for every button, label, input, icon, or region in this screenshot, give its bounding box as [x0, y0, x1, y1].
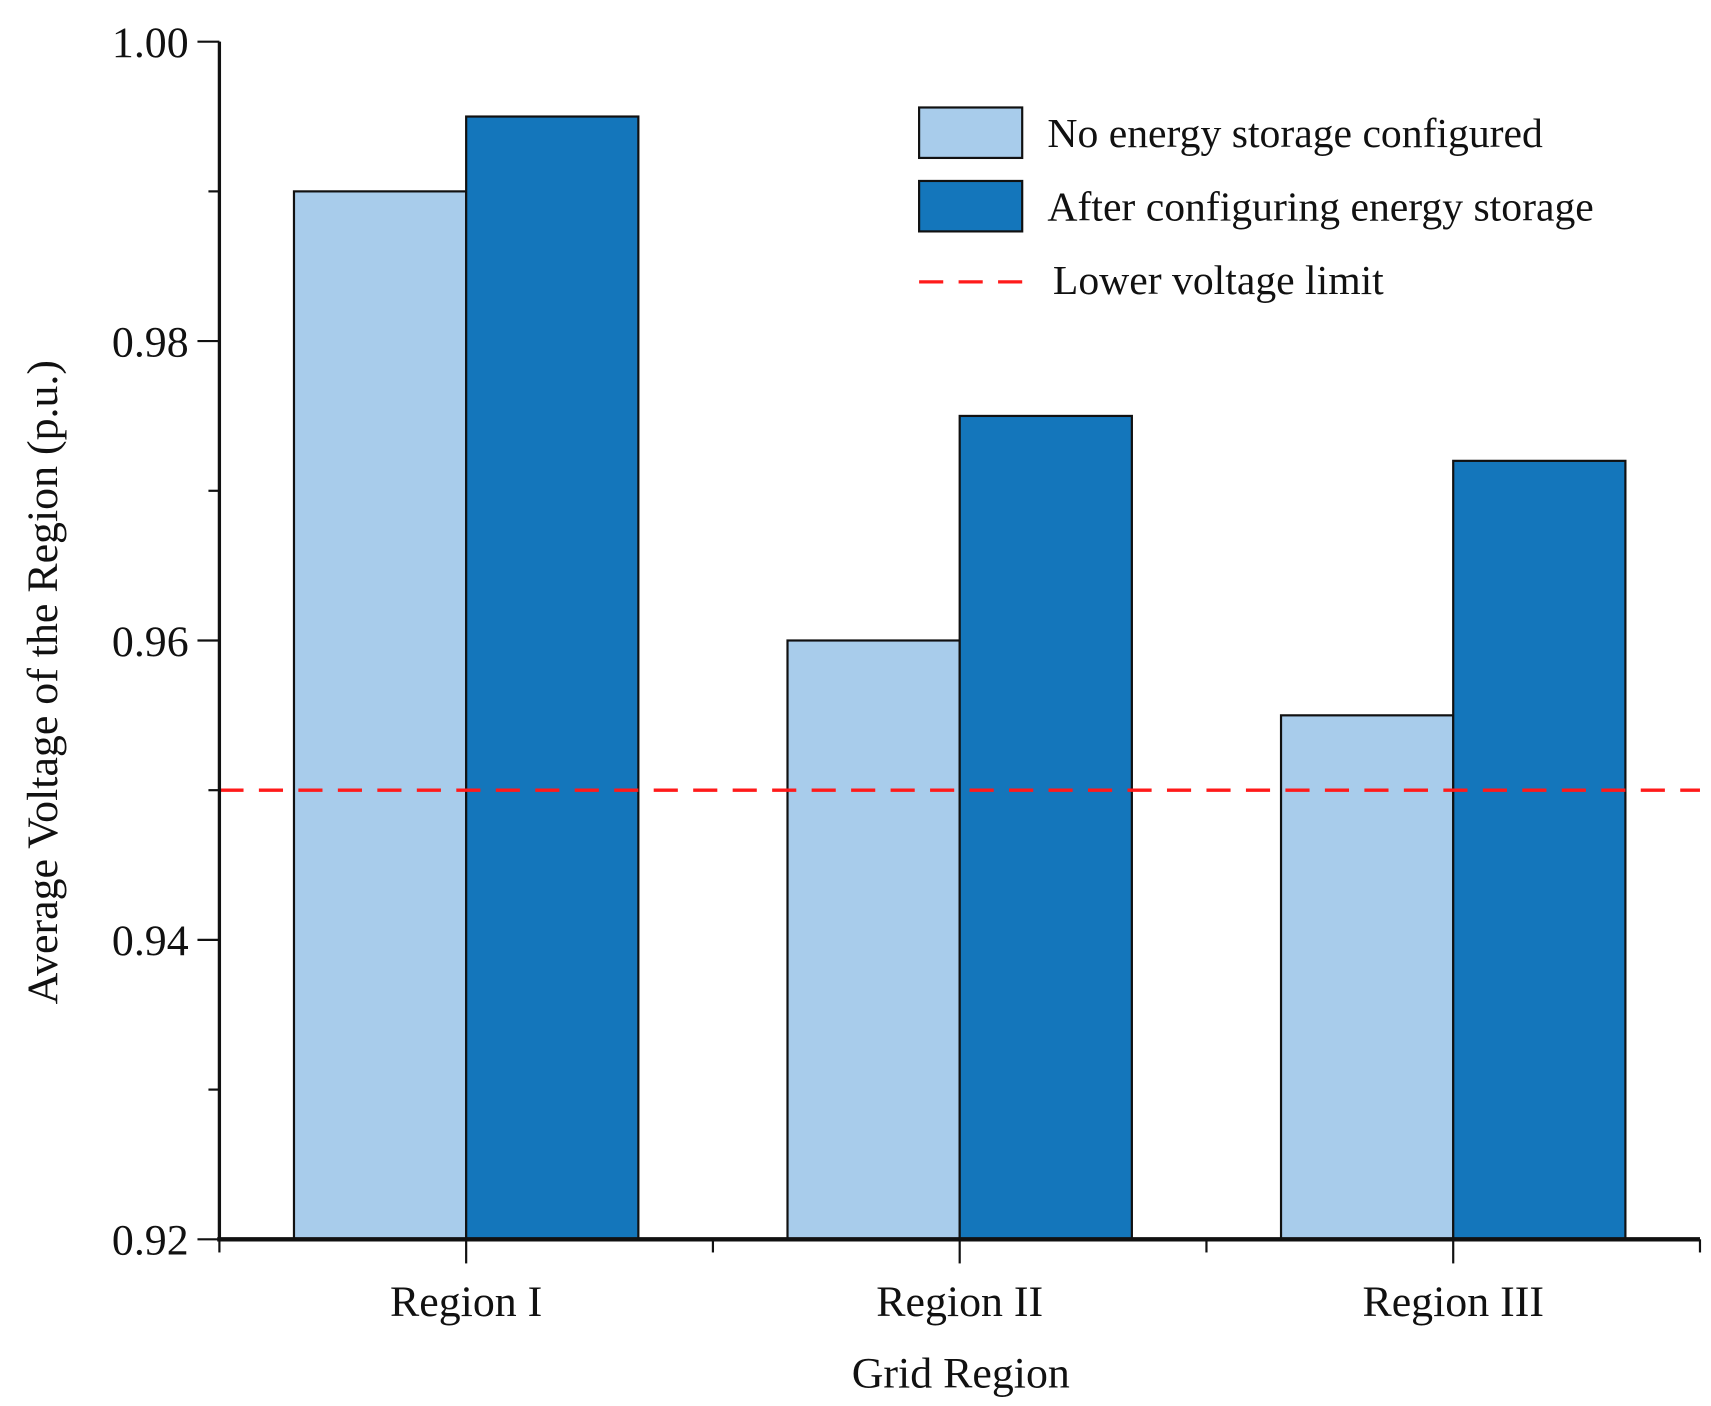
bars — [292, 115, 1627, 1241]
bar-with-storage-3 — [1452, 459, 1627, 1241]
y-tick-label: 0.98 — [112, 318, 189, 366]
legend-swatch-with-storage — [918, 179, 1024, 233]
bar-with-storage-1 — [465, 115, 640, 1241]
y-axis-label: Average Voltage of the Region (p.u.) — [19, 360, 67, 1004]
bar-no-storage-3 — [1279, 714, 1455, 1241]
legend-label-with-storage: After configuring energy storage — [1047, 184, 1593, 230]
x-tick-label: Region III — [1362, 1278, 1543, 1326]
y-tick-label: 0.94 — [112, 917, 189, 965]
y-tick-label: 0.96 — [112, 618, 189, 666]
x-tick-label: Region II — [876, 1278, 1043, 1326]
x-axis-label: Grid Region — [852, 1349, 1070, 1397]
bar-no-storage-2 — [786, 639, 961, 1241]
x-tick-label: Region I — [390, 1278, 542, 1326]
legend-label-limit: Lower voltage limit — [1053, 258, 1384, 304]
bar-with-storage-2 — [958, 414, 1133, 1241]
legend: No energy storage configured After confi… — [918, 106, 1594, 304]
bar-no-storage-1 — [292, 190, 468, 1241]
legend-swatch-no-storage — [918, 106, 1024, 160]
axes: 0.92 0.94 0.96 0.98 1.00 Region I Region II Reg… — [112, 19, 1702, 1326]
legend-label-no-storage: No energy storage configured — [1047, 111, 1543, 157]
y-tick-label: 1.00 — [112, 19, 189, 67]
y-tick-label: 0.92 — [112, 1217, 189, 1265]
